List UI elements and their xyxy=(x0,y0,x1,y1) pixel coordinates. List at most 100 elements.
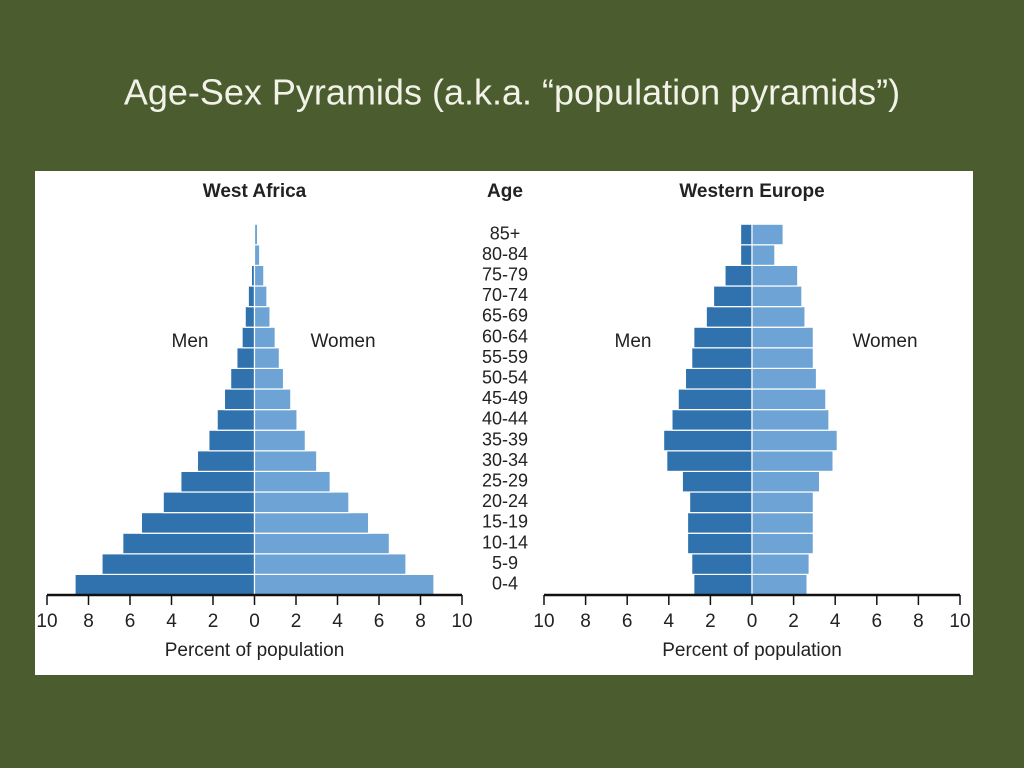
bar xyxy=(751,511,814,534)
bar xyxy=(253,223,259,246)
age-label: 35-39 xyxy=(482,429,528,449)
age-label: 45-49 xyxy=(482,388,528,408)
bar xyxy=(751,347,814,369)
bar xyxy=(253,450,318,472)
bar xyxy=(691,347,753,369)
bar xyxy=(751,409,830,431)
bar xyxy=(751,223,784,246)
bar xyxy=(705,306,753,328)
age-label: 0-4 xyxy=(492,573,518,593)
x-tick-label: 10 xyxy=(949,611,970,632)
bar xyxy=(751,532,814,555)
x-tick-label: 8 xyxy=(415,611,426,632)
x-tick-label: 2 xyxy=(291,611,302,632)
bar xyxy=(253,285,268,308)
bar xyxy=(180,470,256,493)
bar xyxy=(751,470,821,493)
x-tick-label: 6 xyxy=(622,611,633,632)
bar xyxy=(236,347,256,369)
bar xyxy=(253,264,265,287)
bar xyxy=(74,573,256,596)
bar xyxy=(751,285,803,308)
bar xyxy=(681,470,753,493)
x-tick-label: 8 xyxy=(83,611,94,632)
bar xyxy=(693,573,753,596)
age-label: 15-19 xyxy=(482,512,528,532)
bar xyxy=(253,573,435,596)
bar xyxy=(751,450,834,472)
bar xyxy=(253,326,276,349)
bar xyxy=(253,306,271,328)
x-tick-label: 8 xyxy=(580,611,591,632)
bar xyxy=(751,244,776,267)
x-tick-label: 0 xyxy=(249,611,260,632)
x-tick-label: 0 xyxy=(747,611,758,632)
bar xyxy=(140,511,256,534)
bar xyxy=(693,326,753,349)
bar xyxy=(751,429,838,452)
bar xyxy=(751,264,799,287)
chart-title: Western Europe xyxy=(679,181,824,202)
bar xyxy=(196,450,256,472)
bar xyxy=(751,326,814,349)
bar xyxy=(686,511,753,534)
bar xyxy=(677,388,753,411)
age-label: 60-64 xyxy=(482,326,528,346)
bar xyxy=(724,264,753,287)
bar xyxy=(751,553,810,575)
age-label: 50-54 xyxy=(482,367,528,387)
bar xyxy=(671,409,753,431)
x-tick-label: 2 xyxy=(788,611,799,632)
bar xyxy=(247,285,256,308)
x-tick-label: 6 xyxy=(125,611,136,632)
chart-title: West Africa xyxy=(203,181,307,202)
age-label: 10-14 xyxy=(482,532,528,552)
x-tick-label: 10 xyxy=(36,611,57,632)
age-label: 65-69 xyxy=(482,306,528,326)
bar xyxy=(253,511,370,534)
bar xyxy=(751,306,806,328)
x-tick-label: 4 xyxy=(830,611,841,632)
bar xyxy=(751,367,818,390)
age-label: 75-79 xyxy=(482,264,528,284)
x-tick-label: 8 xyxy=(913,611,924,632)
age-label: 70-74 xyxy=(482,285,528,305)
bar xyxy=(686,532,753,555)
x-tick-label: 10 xyxy=(451,611,472,632)
x-tick-label: 10 xyxy=(533,611,554,632)
age-label: 80-84 xyxy=(482,244,528,264)
legend-label: Women xyxy=(310,331,375,352)
bar xyxy=(253,409,298,431)
bar xyxy=(253,553,407,575)
bar xyxy=(208,429,256,452)
x-tick-label: 6 xyxy=(374,611,385,632)
legend-label: Women xyxy=(852,331,917,352)
age-title: Age xyxy=(487,181,523,202)
age-label: 55-59 xyxy=(482,347,528,367)
bar xyxy=(216,409,256,431)
bar xyxy=(253,532,390,555)
bar xyxy=(751,573,808,596)
bar xyxy=(241,326,256,349)
x-tick-label: 4 xyxy=(166,611,177,632)
bar xyxy=(162,491,256,514)
x-tick-label: 2 xyxy=(705,611,716,632)
x-axis-title: Percent of population xyxy=(165,640,345,661)
bar xyxy=(688,491,753,514)
bar xyxy=(684,367,753,390)
x-tick-label: 2 xyxy=(208,611,219,632)
bar xyxy=(739,244,753,267)
x-tick-label: 4 xyxy=(664,611,675,632)
x-axis-title: Percent of population xyxy=(662,640,842,661)
bar xyxy=(691,553,753,575)
bar xyxy=(253,491,350,514)
x-tick-label: 6 xyxy=(872,611,883,632)
age-label: 25-29 xyxy=(482,470,528,490)
legend-label: Men xyxy=(615,331,652,352)
bar xyxy=(662,429,753,452)
age-label: 20-24 xyxy=(482,491,528,511)
bar xyxy=(712,285,753,308)
bar xyxy=(253,388,292,411)
